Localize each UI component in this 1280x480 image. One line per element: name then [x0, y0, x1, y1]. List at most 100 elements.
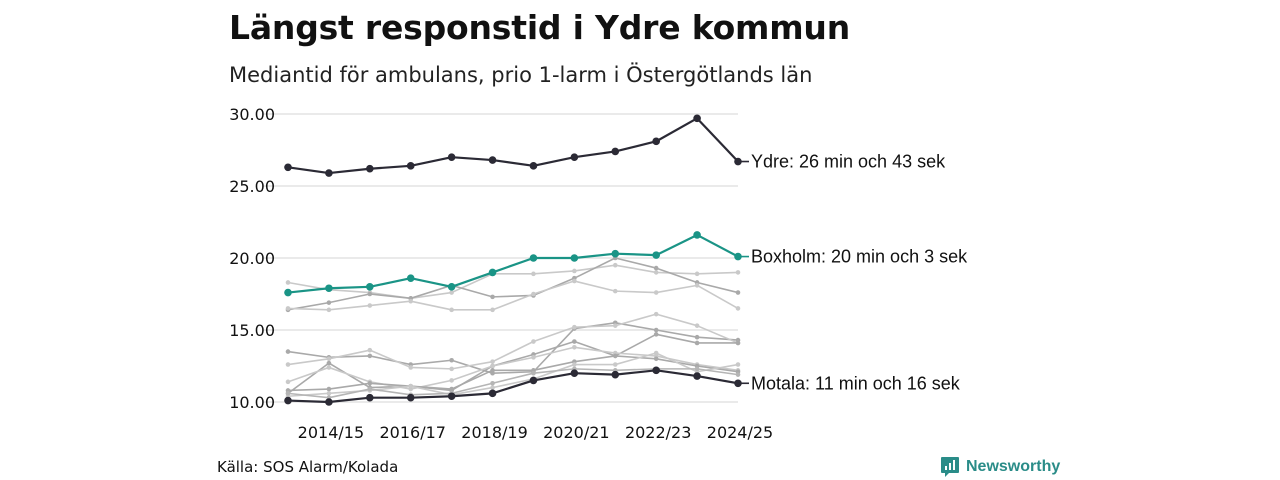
- motala-series-line: [287, 369, 739, 404]
- boxholm-series-point: [366, 283, 374, 291]
- other-series-point: [572, 362, 577, 367]
- other-series-point: [490, 359, 495, 364]
- other-series-point: [449, 386, 454, 392]
- x-tick-label: 2016/17: [379, 423, 445, 442]
- other-series-point: [408, 298, 414, 304]
- other-series-point: [367, 380, 373, 386]
- other-series-point: [735, 306, 741, 311]
- other-series-point: [326, 356, 332, 362]
- other-series-point: [694, 340, 700, 346]
- boxholm-series-point: [611, 249, 620, 258]
- ydre-series-point: [447, 153, 456, 161]
- other-series-point: [531, 355, 536, 360]
- boxholm-series-point: [570, 254, 579, 262]
- other-series-point: [531, 370, 536, 376]
- other-series-line: [287, 264, 739, 300]
- other-series-point: [490, 307, 495, 313]
- other-series-point: [490, 294, 495, 300]
- other-series-point: [490, 385, 495, 390]
- x-tick-label: 2024/25: [707, 423, 773, 442]
- other-series-point: [326, 300, 332, 305]
- other-series-point: [490, 363, 495, 369]
- other-series-point: [285, 349, 291, 354]
- chart-title: Längst responstid i Ydre kommun: [229, 8, 850, 47]
- y-tick-label: 15.00: [229, 321, 275, 340]
- other-series-point: [408, 383, 414, 389]
- motala-series-point: [652, 366, 660, 375]
- ydre-series-point: [529, 162, 538, 170]
- other-series-point: [572, 268, 577, 274]
- ydre-series-point: [611, 147, 620, 156]
- y-tick-label: 10.00: [229, 393, 275, 412]
- ydre-series-point: [693, 114, 701, 123]
- other-series-line: [287, 321, 739, 375]
- other-series-point: [653, 311, 659, 317]
- other-series-point: [449, 366, 454, 372]
- ydre-series-point: [652, 137, 660, 146]
- other-series-line: [287, 355, 739, 392]
- x-tick-label: 2018/19: [461, 423, 527, 442]
- x-tick-label: 2022/23: [625, 423, 691, 442]
- other-series-point: [572, 344, 577, 350]
- other-series-point: [653, 356, 659, 362]
- ydre-series-point: [284, 163, 292, 172]
- other-series-point: [531, 339, 536, 344]
- ydre-series-line: [287, 117, 739, 175]
- source-note: Källa: SOS Alarm/Kolada: [217, 458, 399, 476]
- ydre-series-point: [325, 169, 333, 177]
- other-series-point: [612, 362, 618, 367]
- other-series-point: [367, 386, 373, 392]
- other-series-point: [449, 378, 454, 383]
- other-series-point: [367, 291, 373, 297]
- boxholm-series-point: [693, 231, 701, 239]
- other-series-point: [612, 353, 618, 359]
- other-series-point: [735, 290, 741, 295]
- motala-series-point: [447, 392, 456, 401]
- other-series-point: [694, 334, 700, 340]
- other-series-point: [285, 379, 291, 385]
- boxholm-series-line: [287, 233, 739, 294]
- ydre-end-label: Ydre: 26 min och 43 sek: [751, 152, 946, 172]
- other-series-point: [285, 280, 291, 285]
- newsworthy-logo-icon: [941, 457, 959, 477]
- other-series-point: [653, 350, 659, 356]
- other-series-point: [490, 380, 495, 386]
- other-series-point: [490, 368, 495, 373]
- ydre-series-point: [366, 164, 374, 173]
- boxholm-series-point: [325, 284, 333, 293]
- boxholm-series-point: [529, 254, 538, 262]
- motala-series-point: [284, 396, 292, 405]
- other-series-point: [326, 360, 332, 366]
- other-series-point: [531, 271, 536, 277]
- other-series-point: [367, 303, 373, 308]
- y-tick-label: 20.00: [229, 249, 275, 268]
- other-series-point: [367, 353, 373, 359]
- ydre-series-point: [406, 162, 415, 170]
- other-series-point: [612, 288, 618, 294]
- boxholm-series-point: [488, 268, 497, 277]
- x-tick-label: 2020/21: [543, 423, 609, 442]
- other-series-point: [612, 323, 618, 328]
- other-series-line: [287, 346, 739, 390]
- boxholm-series-point: [447, 283, 456, 291]
- other-series-point: [449, 307, 454, 313]
- brand-name: Newsworthy: [966, 458, 1061, 475]
- other-series-point: [735, 270, 741, 275]
- boxholm-end-label: Boxholm: 20 min och 3 sek: [751, 247, 968, 267]
- other-series-point: [572, 339, 577, 344]
- other-series-point: [285, 306, 291, 311]
- other-series-line: [287, 313, 739, 370]
- motala-series-point: [693, 372, 701, 380]
- other-series-point: [653, 290, 659, 295]
- other-series-point: [694, 323, 700, 328]
- other-series-line: [287, 368, 739, 399]
- boxholm-series-point: [284, 288, 292, 297]
- other-series-point: [531, 291, 536, 297]
- motala-series-point: [366, 393, 374, 402]
- line-chart: 10.00 15.00 20.00 25.00 30.00 2014/15 2016/17 2…: [229, 105, 968, 442]
- other-series-point: [285, 362, 291, 367]
- ydre-series-point: [570, 153, 579, 161]
- motala-series-point: [325, 398, 333, 406]
- motala-series-point: [529, 376, 538, 385]
- other-series-point: [735, 372, 741, 377]
